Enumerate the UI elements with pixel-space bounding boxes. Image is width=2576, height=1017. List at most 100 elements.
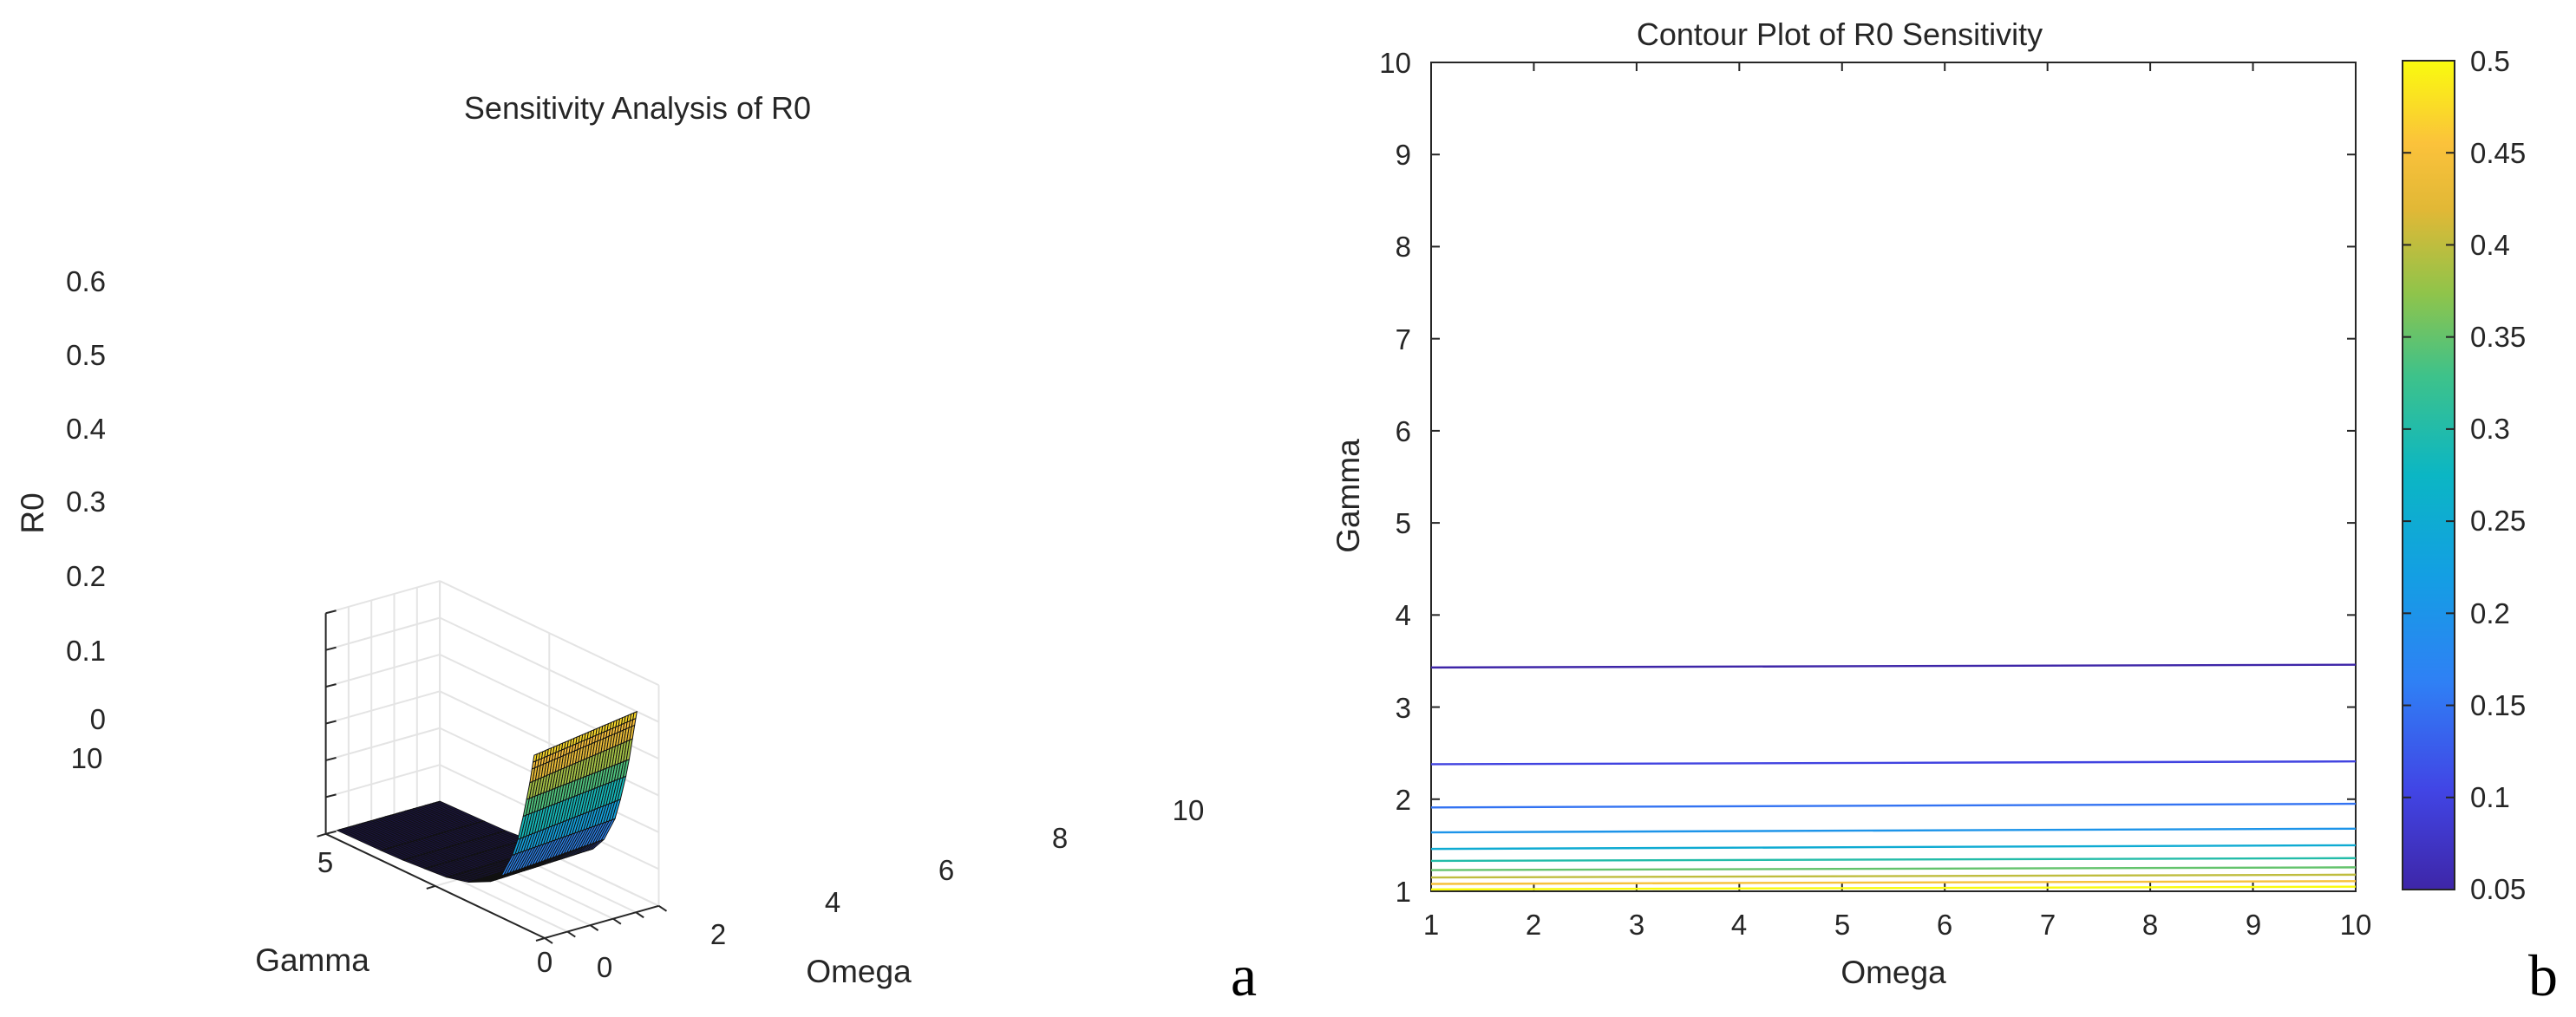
contour-axis-ticks bbox=[1430, 62, 2357, 892]
colorbar-tick-label: 0.45 bbox=[2470, 137, 2526, 169]
z-tick-label: 0.2 bbox=[66, 560, 106, 592]
omega-tick-label: 4 bbox=[1731, 909, 1747, 941]
colorbar-tick-label: 0.15 bbox=[2470, 689, 2526, 721]
gamma-tick bbox=[535, 937, 546, 942]
gamma-tick-label: 10 bbox=[1379, 47, 1411, 79]
colorbar-gradient bbox=[2402, 60, 2455, 890]
omega-tick bbox=[544, 937, 553, 944]
grid-line bbox=[325, 616, 441, 651]
grid-line bbox=[439, 616, 659, 723]
omega-tick-label: 1 bbox=[1423, 909, 1439, 941]
grid-line bbox=[325, 580, 441, 615]
colorbar-ticks bbox=[2403, 60, 2455, 890]
contour-line bbox=[1430, 885, 2357, 891]
gamma-tick-label: 5 bbox=[317, 846, 333, 878]
contour-line bbox=[1430, 827, 2357, 834]
colorbar-tick-label: 0.2 bbox=[2470, 597, 2510, 629]
r0-tick bbox=[325, 646, 337, 651]
gamma-tick-label: 2 bbox=[1396, 784, 1411, 816]
contour-lines bbox=[1430, 663, 2357, 891]
r0-tick bbox=[325, 793, 337, 799]
omega-tick-label: 8 bbox=[2142, 909, 2158, 941]
omega-tick-label: 4 bbox=[825, 886, 840, 918]
gamma-tick bbox=[317, 832, 326, 838]
surface-mesh bbox=[336, 710, 637, 883]
omega-tick bbox=[635, 911, 644, 919]
contour-x-tick-labels: 1 2 3 4 5 6 7 8 9 10 bbox=[1423, 909, 2372, 941]
omega-tick bbox=[612, 917, 622, 925]
gamma-tick-label: 10 bbox=[71, 742, 103, 774]
z-tick-label: 0 bbox=[90, 703, 106, 735]
contour-plot-title: Contour Plot of R0 Sensitivity bbox=[1637, 16, 2043, 52]
colorbar-tick-label: 0.3 bbox=[2470, 413, 2510, 445]
contour-line bbox=[1430, 873, 2357, 879]
r0-tick bbox=[325, 683, 337, 688]
gamma-tick-label: 9 bbox=[1396, 139, 1411, 171]
grid-line bbox=[439, 580, 659, 687]
contour-y-tick-labels: 1 2 3 4 5 6 7 8 9 10 bbox=[1379, 47, 1411, 908]
z-tick-label: 0.3 bbox=[66, 486, 106, 518]
z-tick-label: 0.4 bbox=[66, 413, 106, 445]
contour-line bbox=[1430, 760, 2357, 766]
omega-tick-label: 2 bbox=[710, 918, 726, 950]
z-tick-label: 0.1 bbox=[66, 635, 106, 667]
omega-tick bbox=[566, 930, 576, 938]
omega-tick bbox=[590, 924, 599, 931]
omega-tick-label: 2 bbox=[1526, 909, 1541, 941]
gamma-tick-label: 0 bbox=[537, 946, 552, 978]
gamma-axis-label: Gamma bbox=[255, 942, 369, 978]
colorbar-tick-label: 0.5 bbox=[2470, 45, 2510, 77]
contour-x-axis-label: Omega bbox=[1840, 955, 1946, 990]
gamma-tick-label: 5 bbox=[1396, 507, 1411, 539]
grid-line bbox=[325, 653, 441, 688]
contour-line bbox=[1430, 880, 2357, 885]
colorbar-tick-label: 0.05 bbox=[2470, 873, 2526, 905]
omega-tick-label: 3 bbox=[1629, 909, 1644, 941]
contour-plot-panel: Contour Plot of R0 Sensitivity 1 2 3 4 5… bbox=[1330, 16, 2558, 1008]
colorbar-tick-label: 0.4 bbox=[2470, 229, 2510, 261]
grid-line bbox=[325, 764, 441, 799]
z-tick-label: 0.5 bbox=[66, 339, 106, 371]
r0-tick bbox=[325, 720, 337, 725]
r0-tick bbox=[325, 610, 337, 615]
omega-tick-label: 9 bbox=[2246, 909, 2261, 941]
r0-tick bbox=[325, 756, 337, 761]
colorbar-tick-label: 0.35 bbox=[2470, 321, 2526, 353]
gamma-tick bbox=[426, 884, 436, 890]
contour-plot-area bbox=[1430, 62, 2357, 892]
x-axis-tick-labels: 0 2 4 6 8 10 bbox=[597, 794, 1205, 983]
omega-tick-label: 5 bbox=[1834, 909, 1850, 941]
surface-axes bbox=[317, 610, 668, 944]
contour-line bbox=[1430, 857, 2357, 863]
colorbar-tick-label: 0.1 bbox=[2470, 781, 2510, 813]
colorbar-tick-labels: 0.05 0.1 0.15 0.2 0.25 0.3 0.35 0.4 0.45… bbox=[2470, 45, 2526, 905]
panel-label-a: a bbox=[1231, 942, 1257, 1008]
omega-tick-label: 6 bbox=[1937, 909, 1952, 941]
surface-facet bbox=[632, 710, 637, 720]
z-tick-label: 0.6 bbox=[66, 265, 106, 297]
omega-axis-line bbox=[544, 904, 659, 939]
colorbar: 0.05 0.1 0.15 0.2 0.25 0.3 0.35 0.4 0.45… bbox=[2402, 45, 2526, 905]
omega-tick bbox=[657, 904, 668, 912]
gamma-tick-label: 6 bbox=[1396, 415, 1411, 447]
omega-axis-label: Omega bbox=[806, 954, 912, 989]
contour-line bbox=[1430, 866, 2357, 871]
gamma-tick-label: 3 bbox=[1396, 692, 1411, 724]
omega-tick-label: 0 bbox=[597, 951, 612, 983]
surface-plot-title: Sensitivity Analysis of R0 bbox=[464, 90, 811, 126]
omega-tick-label: 10 bbox=[2340, 909, 2372, 941]
gamma-tick-label: 4 bbox=[1396, 599, 1411, 631]
colorbar-tick-label: 0.25 bbox=[2470, 505, 2526, 537]
gamma-tick-label: 1 bbox=[1396, 876, 1411, 908]
surface-plot-panel: Sensitivity Analysis of R0 0 0.1 0.2 0.3… bbox=[15, 90, 1257, 1008]
gamma-tick-label: 8 bbox=[1396, 231, 1411, 263]
z-axis-tick-labels: 0 0.1 0.2 0.3 0.4 0.5 0.6 bbox=[66, 265, 106, 735]
contour-line bbox=[1430, 844, 2357, 851]
gamma-tick-label: 7 bbox=[1396, 323, 1411, 355]
panel-label-b: b bbox=[2528, 942, 2558, 1008]
grid-line bbox=[325, 727, 441, 761]
z-axis-label: R0 bbox=[15, 492, 50, 533]
r0-tick bbox=[325, 830, 337, 835]
